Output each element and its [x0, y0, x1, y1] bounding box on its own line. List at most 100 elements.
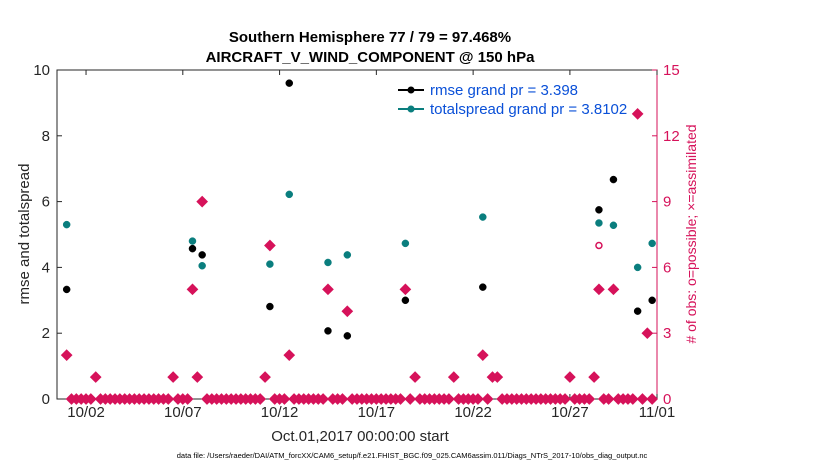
- right-y-tick-label: 12: [663, 128, 680, 145]
- obs-assimilated-marker: [641, 327, 654, 340]
- obs-assimilated-marker: [588, 371, 600, 383]
- rmse-marker: [324, 327, 332, 335]
- x-axis-ticks: 10/02 10/07 10/12 10/17 10/22 10/27 11/01: [67, 70, 675, 421]
- obs-assimilated-marker: [336, 393, 349, 405]
- x-tick-label: 10/17: [358, 404, 396, 421]
- x-tick-label: 11/01: [639, 404, 675, 421]
- x-tick-label: 10/22: [454, 404, 492, 421]
- totalspread-marker: [401, 239, 410, 248]
- right-y-tick-label: 6: [663, 259, 671, 276]
- x-tick-label: 10/07: [164, 404, 202, 421]
- obs-assimilated-marker: [443, 393, 455, 405]
- obs-assimilated-marker: [472, 393, 484, 405]
- totalspread-marker: [595, 219, 603, 227]
- totalspread-marker: [266, 260, 274, 268]
- rmse-marker: [285, 79, 294, 87]
- y-tick-label: 8: [42, 128, 50, 145]
- obs-assimilated-marker: [186, 283, 199, 296]
- obs-assimilated-marker: [254, 393, 267, 405]
- legend-label-totalspread: totalspread grand pr = 3.8102: [430, 101, 627, 118]
- obs-assimilated-marker: [196, 195, 209, 208]
- obs-assimilated-marker: [181, 393, 194, 405]
- obs-assimilated-marker: [89, 371, 102, 383]
- obs-assimilated-marker: [409, 371, 421, 383]
- y-tick-label: 10: [33, 62, 50, 79]
- obs-assimilated-marker: [322, 283, 334, 296]
- y-tick-label: 0: [42, 391, 50, 408]
- rmse-marker: [62, 285, 71, 294]
- obs-assimilated-marker: [559, 393, 571, 405]
- rmse-marker: [343, 332, 352, 340]
- totalspread-marker: [343, 251, 352, 259]
- obs-assimilated-marker: [341, 305, 354, 318]
- obs-assimilated-marker: [602, 393, 615, 405]
- totalspread-marker: [62, 220, 71, 229]
- y-tick-label: 6: [42, 194, 50, 211]
- obs-assimilated-marker: [85, 393, 97, 405]
- obs-assimilated-marker: [564, 371, 576, 383]
- chart-title: Southern Hemisphere 77 / 79 = 97.468%: [229, 29, 511, 46]
- rmse-marker: [595, 206, 603, 214]
- plot-frame: [56, 69, 658, 400]
- y-tick-label: 2: [42, 325, 50, 342]
- obs-assimilated-marker: [162, 393, 175, 405]
- rmse-marker: [609, 175, 618, 184]
- obs-assimilated-marker: [636, 393, 649, 405]
- legend-marker-rmse: [407, 86, 415, 94]
- obs-assimilated-marker: [404, 393, 417, 405]
- legend: rmse grand pr = 3.398 totalspread grand …: [398, 82, 627, 118]
- obs-assimilated-marker: [583, 393, 596, 405]
- x-tick-label: 10/02: [67, 404, 105, 421]
- obs-assimilated-marker: [399, 283, 412, 296]
- right-y-tick-label: 0: [663, 391, 671, 408]
- right-y-axis-label: # of obs: o=possible; ×=assimilated: [683, 124, 699, 343]
- obs-assimilated-marker: [60, 349, 73, 361]
- obs-assimilated-marker: [626, 393, 639, 405]
- obs-assimilated-marker: [646, 393, 659, 405]
- obs-assimilated-marker: [283, 349, 296, 361]
- totalspread-marker: [188, 237, 197, 245]
- y-axis-ticks: 0 2 4 6 8 10: [33, 62, 62, 408]
- rmse-marker: [401, 296, 410, 305]
- right-y-axis-ticks: 0 3 6 9 12 15: [652, 62, 680, 408]
- obs-assimilated-marker: [476, 349, 489, 361]
- series-markers: [62, 79, 656, 340]
- obs-assimilated-marker: [607, 283, 620, 296]
- obs-assimilated-marker: [593, 283, 605, 296]
- obs-assimilated-marker: [491, 371, 504, 383]
- obs-assimilated-marker: [481, 393, 494, 405]
- obs-assimilated-marker: [259, 371, 271, 383]
- obs-assimilated-marker: [264, 239, 276, 252]
- right-y-tick-label: 9: [663, 194, 671, 211]
- obs-possible-marker: [595, 241, 603, 250]
- x-tick-label: 10/12: [261, 404, 299, 421]
- x-tick-label: 10/27: [551, 404, 589, 421]
- rmse-marker: [633, 307, 642, 315]
- rmse-marker: [266, 302, 274, 311]
- obs-count-markers: [60, 108, 659, 405]
- totalspread-marker: [285, 190, 294, 199]
- data-file-footnote: data file: /Users/raeder/DAI/ATM_forcXX/…: [177, 451, 648, 460]
- rmse-marker: [198, 251, 206, 259]
- totalspread-marker: [609, 221, 618, 230]
- right-y-tick-label: 3: [663, 325, 671, 342]
- y-tick-label: 4: [42, 259, 50, 276]
- obs-assimilated-marker: [447, 371, 460, 383]
- totalspread-marker: [479, 213, 487, 221]
- obs-assimilated-marker: [278, 393, 291, 405]
- rmse-marker: [648, 296, 656, 305]
- chart-subtitle: AIRCRAFT_V_WIND_COMPONENT @ 150 hPa: [206, 49, 536, 66]
- obs-assimilated-marker: [631, 108, 644, 120]
- totalspread-marker: [324, 258, 332, 267]
- obs-assimilated-marker: [191, 371, 204, 383]
- totalspread-marker: [648, 239, 656, 248]
- totalspread-marker: [198, 262, 206, 270]
- totalspread-marker: [633, 263, 642, 272]
- rmse-marker: [188, 244, 197, 253]
- legend-label-rmse: rmse grand pr = 3.398: [430, 82, 578, 99]
- right-y-tick-label: 15: [663, 62, 680, 79]
- obs-assimilated-marker: [167, 371, 179, 383]
- obs-assimilated-marker: [317, 393, 329, 405]
- rmse-marker: [479, 283, 487, 291]
